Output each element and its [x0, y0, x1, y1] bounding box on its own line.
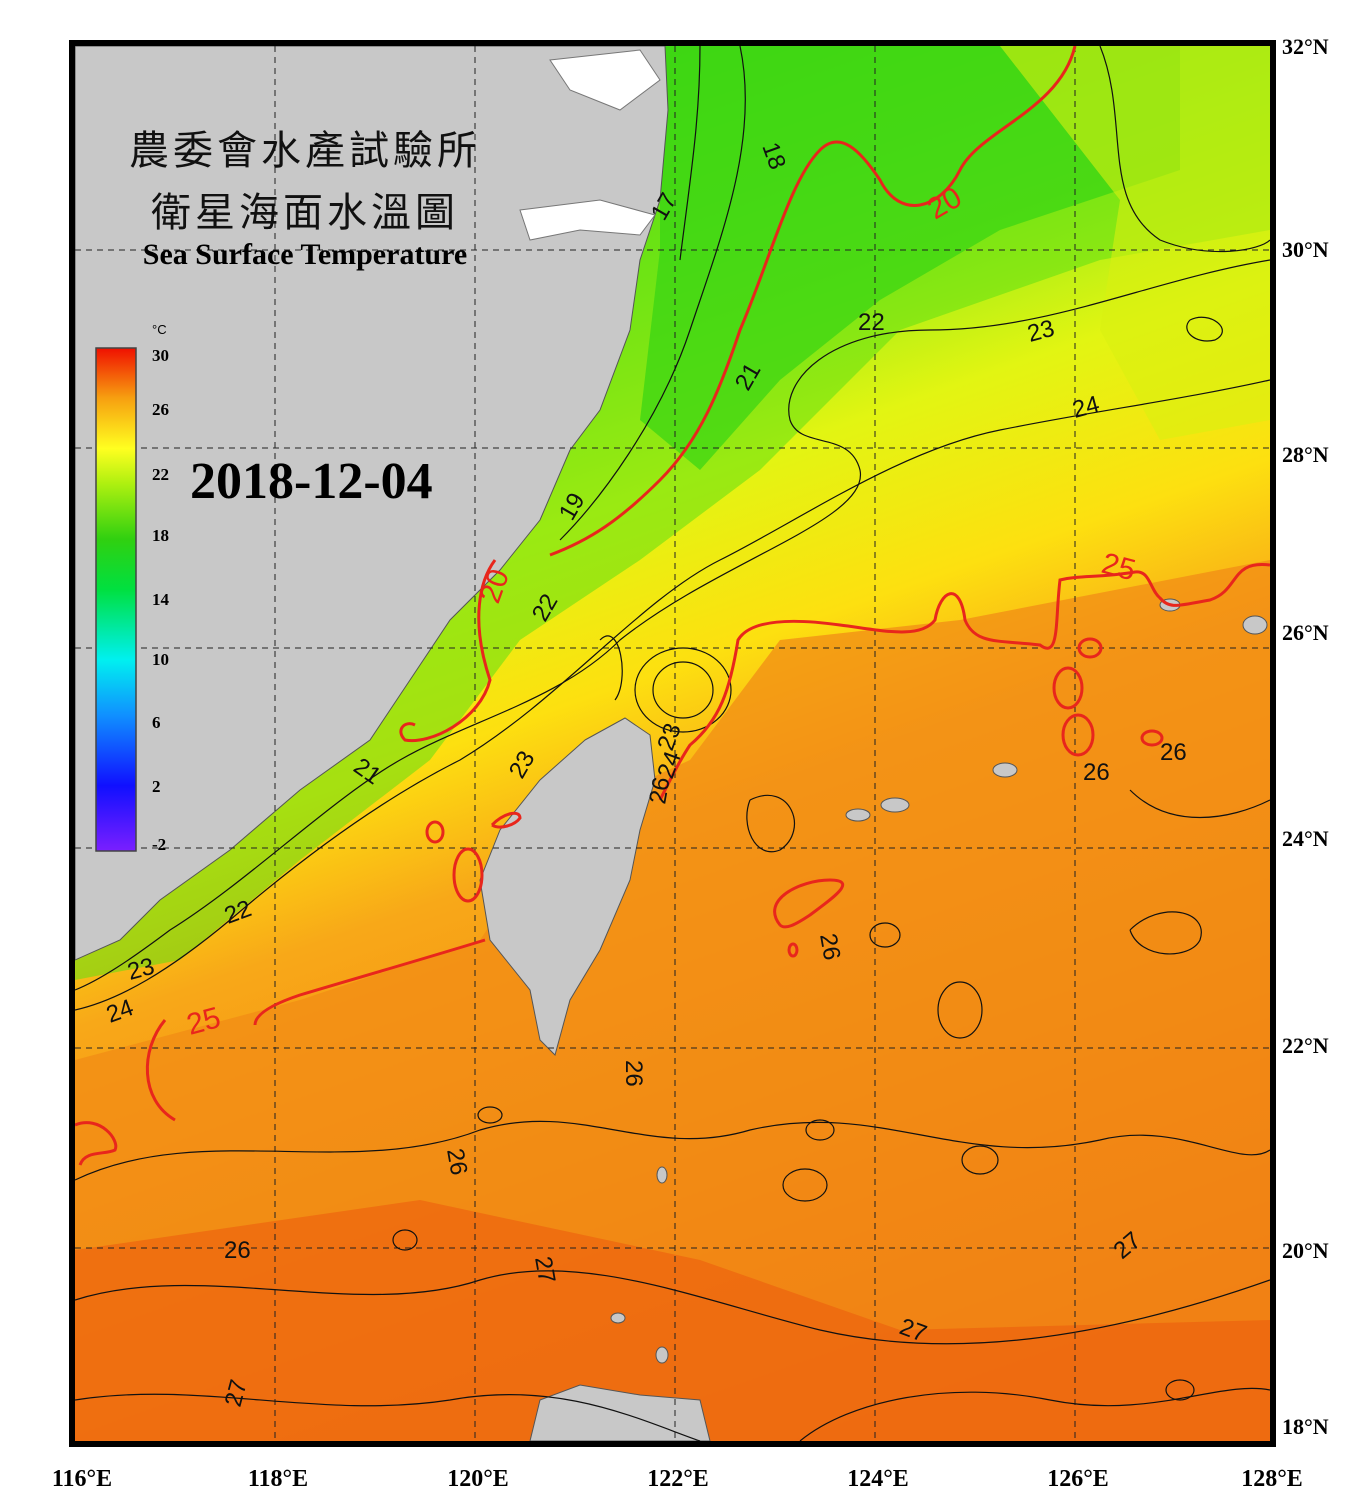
graticule: [75, 46, 1270, 1441]
island: [610, 1312, 626, 1324]
lat-label-22n: 22°N: [1282, 1033, 1329, 1058]
contour-label-26: 26: [814, 931, 845, 962]
lon-label-124e: 124°E: [847, 1466, 909, 1492]
title-zh-line1: 農委會水產試驗所: [129, 128, 481, 174]
lon-label-116e: 116°E: [51, 1466, 113, 1492]
contour-label-26: 26: [224, 1237, 251, 1264]
island: [655, 1346, 669, 1364]
lon-label-118e: 118°E: [247, 1466, 309, 1492]
lat-label-32n: 32°N: [1282, 34, 1329, 59]
northern-green-water: [640, 46, 1180, 470]
contour-label-26: 26: [1083, 759, 1110, 786]
contour-label-26: 26: [1160, 739, 1187, 766]
contour-label-26: 26: [441, 1146, 472, 1177]
lat-label-20n: 20°N: [1282, 1238, 1329, 1263]
china-land: [75, 46, 669, 961]
lat-label-24n: 24°N: [1282, 826, 1329, 851]
black-isotherms: [75, 46, 1270, 1441]
lat-label-30n: 30°N: [1282, 237, 1329, 262]
island: [1242, 615, 1268, 635]
colorbar-tick: 6: [152, 713, 161, 732]
lat-label-18n: 18°N: [1282, 1414, 1329, 1439]
hangzhou-bay: [519, 199, 656, 241]
southern-hot-water: [75, 1200, 1270, 1441]
contour-label-22: 22: [858, 309, 885, 336]
colorbar-tick: 2: [152, 777, 161, 796]
lat-label-26n: 26°N: [1282, 620, 1329, 645]
colorbar-tick: 10: [152, 650, 169, 669]
colorbar-unit: °C: [152, 322, 167, 337]
title-en: Sea Surface Temperature: [142, 238, 468, 271]
contour-label-26: 26: [620, 1060, 647, 1087]
taiwan-island: [479, 717, 656, 1056]
contour-label-26: 26: [644, 775, 675, 806]
island: [656, 1166, 668, 1184]
contour-label-27: 27: [529, 1254, 560, 1285]
colorbar-tick: 18: [152, 526, 169, 545]
island: [845, 808, 871, 822]
lat-label-28n: 28°N: [1282, 442, 1329, 467]
map-date: 2018-12-04: [190, 453, 433, 510]
title-zh-line2: 衛星海面水溫圖: [151, 190, 459, 236]
lon-label-128e: 128°E: [1241, 1466, 1303, 1492]
colorbar-tick: 30: [152, 346, 169, 365]
colorbar-tick: 22: [152, 465, 169, 484]
colorbar: [95, 347, 137, 852]
yangtze-mouth: [549, 49, 661, 111]
northeast-yellow-water: [1000, 46, 1270, 440]
red-isotherms: [75, 46, 1270, 1166]
lon-label-126e: 126°E: [1047, 1466, 1109, 1492]
lon-label-122e: 122°E: [647, 1466, 709, 1492]
island: [880, 797, 910, 813]
colorbar-tick: 26: [152, 400, 169, 419]
colorbar-tick: -2: [152, 835, 167, 854]
coastal-cool-water: [75, 46, 1270, 980]
island: [992, 762, 1018, 778]
colorbar-tick: 14: [152, 590, 169, 609]
lon-label-120e: 120°E: [447, 1466, 509, 1492]
map-frame: [69, 40, 1276, 1447]
